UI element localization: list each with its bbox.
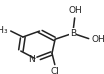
Text: OH: OH bbox=[68, 6, 82, 15]
Text: OH: OH bbox=[92, 35, 104, 44]
Text: Cl: Cl bbox=[51, 67, 60, 74]
Text: N: N bbox=[29, 55, 35, 64]
Text: CH₃: CH₃ bbox=[0, 26, 8, 35]
Text: B: B bbox=[70, 29, 76, 38]
